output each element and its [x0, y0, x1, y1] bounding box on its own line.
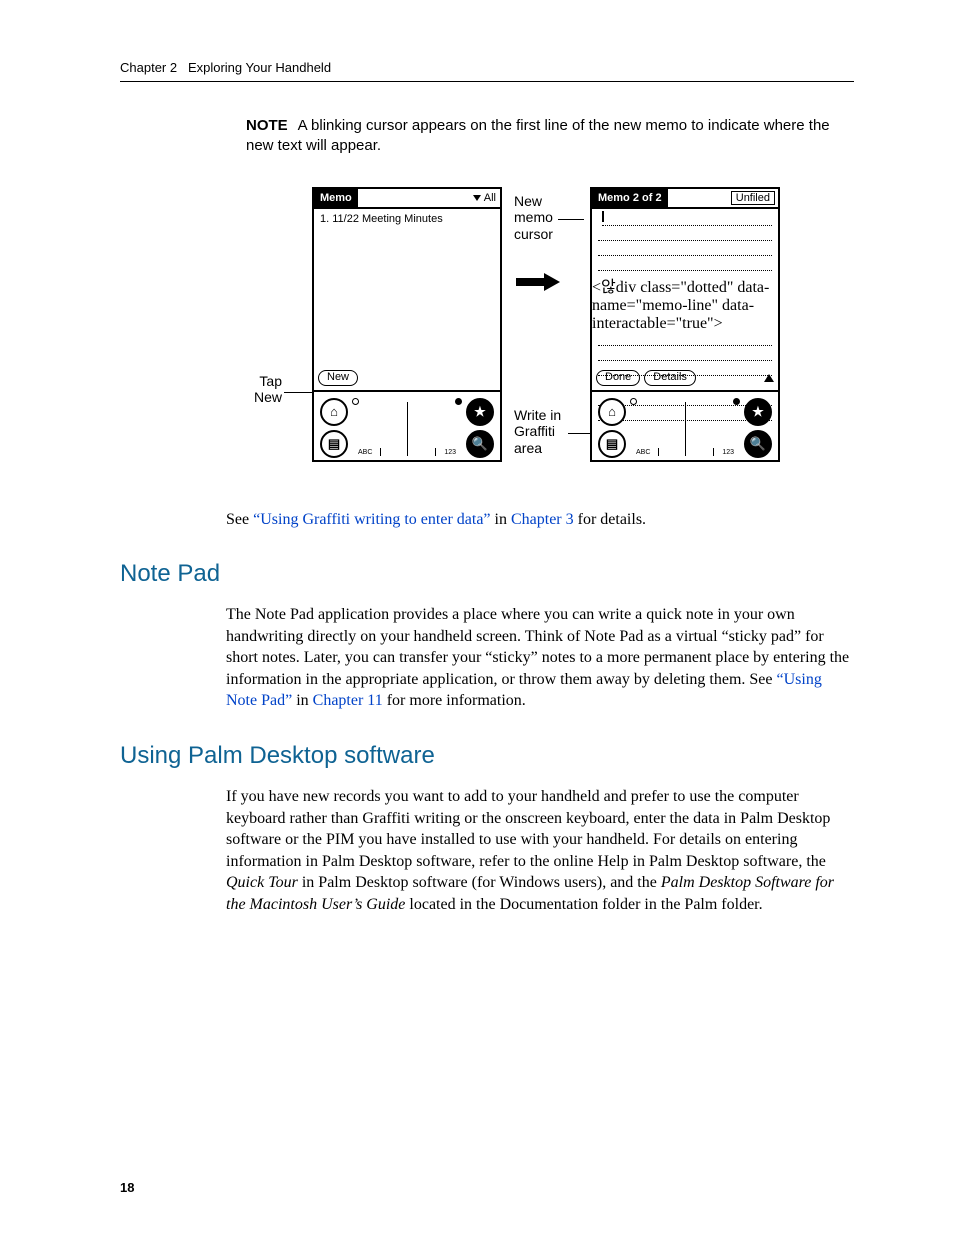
button-row: Done Details — [596, 370, 774, 386]
callout-text: area — [514, 440, 542, 456]
callout-text: Graffiti — [514, 423, 555, 439]
callout-line — [284, 392, 314, 393]
new-button[interactable]: New — [318, 370, 358, 386]
text: located in the Documentation folder in t… — [405, 896, 762, 913]
italic-text: Quick Tour — [226, 874, 298, 891]
list-item[interactable]: 1. 11/22 Meeting Minutes — [320, 213, 443, 225]
text: in — [292, 692, 312, 709]
memo-list[interactable]: 1. 11/22 Meeting Minutes — [314, 209, 500, 229]
chapter-label: Chapter 2 — [120, 60, 177, 75]
graffiti-write-area[interactable]: ABC 123 — [352, 396, 462, 456]
page-number: 18 — [120, 1180, 134, 1195]
see-line: See “Using Graffiti writing to enter dat… — [226, 509, 854, 531]
header-rule — [120, 81, 854, 82]
memo-line[interactable] — [598, 258, 772, 271]
tick — [713, 448, 714, 456]
button-row: New — [318, 370, 496, 386]
text: The Note Pad application provides a plac… — [226, 606, 849, 688]
arrow-icon — [516, 275, 562, 289]
device-right: Memo 2 of 2 Unfiled <않div class="dotted"… — [590, 187, 780, 462]
abc-label: ABC — [636, 449, 650, 456]
home-icon[interactable]: ⌂ — [598, 398, 626, 426]
callout-text: memo — [514, 209, 553, 225]
num-label: 123 — [444, 449, 456, 456]
favorite-icon[interactable]: ★ — [744, 398, 772, 426]
memo-line[interactable] — [598, 333, 772, 346]
category-label: All — [484, 192, 496, 204]
callout-text: Tap — [259, 373, 282, 389]
dot-icon — [352, 398, 359, 405]
divider — [407, 402, 408, 456]
page: Chapter 2 Exploring Your Handheld NOTEA … — [0, 0, 954, 1235]
app-title: Memo 2 of 2 — [592, 189, 668, 207]
dot-icon — [733, 398, 740, 405]
done-button[interactable]: Done — [596, 370, 640, 386]
text: See — [226, 511, 253, 528]
details-button[interactable]: Details — [644, 370, 696, 386]
cursor — [602, 211, 604, 222]
memo-line[interactable] — [598, 243, 772, 256]
screen: Memo 2 of 2 Unfiled <않div class="dotted"… — [590, 187, 780, 392]
palm-desktop-body: If you have new records you want to add … — [226, 786, 854, 916]
text: for more information. — [383, 692, 526, 709]
tick — [380, 448, 381, 456]
menu-icon[interactable]: ▤ — [598, 430, 626, 458]
text: for details. — [574, 511, 646, 528]
favorite-icon[interactable]: ★ — [466, 398, 494, 426]
memo-line[interactable] — [598, 348, 772, 361]
titlebar: Memo 2 of 2 Unfiled — [592, 189, 778, 209]
callout-text: Write in — [514, 407, 561, 423]
category-picker[interactable]: Unfiled — [731, 191, 775, 205]
app-title: Memo — [314, 189, 358, 207]
text: in Palm Desktop software (for Windows us… — [298, 874, 661, 891]
scroll-up-icon[interactable] — [764, 374, 774, 382]
category-picker[interactable]: All — [473, 192, 500, 204]
link-chapter3[interactable]: Chapter 3 — [511, 511, 574, 528]
callout-tap-new: Tap New — [234, 373, 282, 407]
tick — [658, 448, 659, 456]
link-chapter11[interactable]: Chapter 11 — [313, 692, 383, 709]
home-icon[interactable]: ⌂ — [320, 398, 348, 426]
screen: Memo All 1. 11/22 Meeting Minutes New — [312, 187, 502, 392]
running-head: Chapter 2 Exploring Your Handheld — [120, 60, 854, 75]
dot-icon — [630, 398, 637, 405]
num-label: 123 — [722, 449, 734, 456]
callout-text: New — [254, 389, 282, 405]
figure: Tap New New memo cursor Write in Graffit… — [246, 187, 854, 487]
titlebar: Memo All — [314, 189, 500, 209]
chevron-down-icon — [473, 195, 481, 201]
device-left: Memo All 1. 11/22 Meeting Minutes New ⌂ … — [312, 187, 502, 462]
dot-icon — [455, 398, 462, 405]
find-icon[interactable]: 🔍 — [744, 430, 772, 458]
note-pad-body: The Note Pad application provides a plac… — [226, 604, 854, 712]
note-text: A blinking cursor appears on the first l… — [246, 117, 830, 154]
heading-note-pad: Note Pad — [120, 560, 854, 588]
graffiti-area[interactable]: ⌂ ▤ ★ 🔍 ABC 123 — [312, 392, 502, 462]
text: If you have new records you want to add … — [226, 788, 830, 870]
abc-label: ABC — [358, 449, 372, 456]
menu-icon[interactable]: ▤ — [320, 430, 348, 458]
text: in — [491, 511, 511, 528]
graffiti-write-area[interactable]: ABC 123 — [630, 396, 740, 456]
callout-text: New — [514, 193, 542, 209]
callout-line — [568, 433, 592, 434]
graffiti-area[interactable]: ⌂ ▤ ★ 🔍 ABC 123 — [590, 392, 780, 462]
callout-line — [558, 219, 584, 220]
memo-line[interactable] — [598, 228, 772, 241]
note-block: NOTEA blinking cursor appears on the fir… — [246, 116, 854, 157]
note-label: NOTE — [246, 117, 288, 134]
heading-palm-desktop: Using Palm Desktop software — [120, 742, 854, 770]
callout-text: cursor — [514, 226, 553, 242]
chapter-title: Exploring Your Handheld — [188, 60, 331, 75]
link-graffiti[interactable]: “Using Graffiti writing to enter data” — [253, 511, 490, 528]
divider — [685, 402, 686, 456]
tick — [435, 448, 436, 456]
memo-line[interactable] — [602, 213, 772, 226]
find-icon[interactable]: 🔍 — [466, 430, 494, 458]
